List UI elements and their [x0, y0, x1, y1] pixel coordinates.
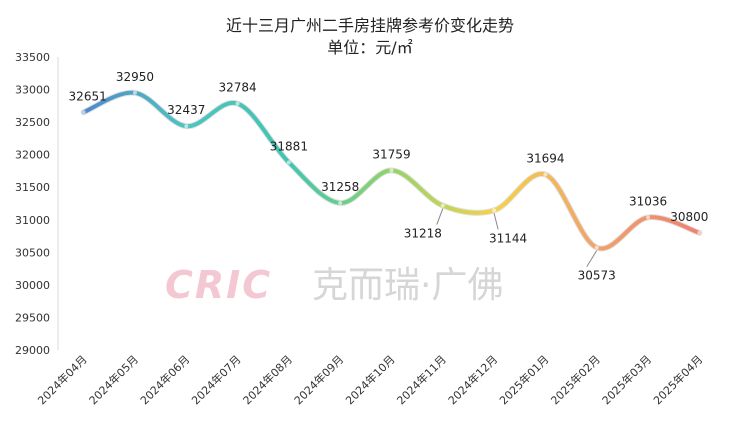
- data-label: 32651: [69, 89, 107, 103]
- series-line: [80, 89, 703, 252]
- data-label: 32950: [116, 70, 154, 84]
- y-tick-label: 32500: [15, 116, 50, 129]
- data-label: 32437: [167, 103, 205, 117]
- label-leader-lines: [436, 208, 598, 267]
- data-point: [132, 90, 137, 95]
- y-tick-label: 31500: [15, 181, 50, 194]
- y-tick-label: 30000: [15, 279, 50, 292]
- data-label: 31144: [489, 231, 527, 245]
- label-leader-line: [586, 250, 598, 267]
- data-label: 31258: [321, 180, 359, 194]
- data-label: 31881: [270, 139, 308, 153]
- y-axis: 29000 29500 30000 30500 31000 31500 32000 32500…: [15, 51, 50, 357]
- y-tick-label: 33000: [15, 84, 50, 97]
- data-point: [440, 203, 445, 208]
- x-axis: 2024年04月2024年05月2024年06月2024年07月2024年08月…: [35, 352, 706, 407]
- data-point: [492, 208, 497, 213]
- data-point: [697, 230, 702, 235]
- data-point: [235, 101, 240, 106]
- watermark: CRIC 克而瑞·广佛: [165, 263, 503, 307]
- x-tick-label: 2024年05月: [86, 352, 141, 407]
- data-label: 32784: [218, 81, 256, 95]
- data-point: [184, 124, 189, 129]
- label-leader-line: [436, 208, 444, 225]
- x-tick-label: 2025年01月: [496, 352, 551, 407]
- label-leader-line: [493, 213, 499, 230]
- x-tick-label: 2024年06月: [137, 352, 192, 407]
- data-point: [286, 160, 291, 165]
- x-tick-label: 2024年11月: [394, 352, 449, 407]
- data-label: 31759: [372, 147, 410, 161]
- y-tick-label: 30500: [15, 246, 50, 259]
- x-tick-label: 2024年12月: [445, 352, 500, 407]
- data-label: 30800: [670, 210, 708, 224]
- data-label: 31218: [404, 227, 442, 241]
- y-tick-label: 33500: [15, 51, 50, 64]
- x-tick-label: 2024年07月: [189, 352, 244, 407]
- data-label: 31036: [629, 194, 667, 208]
- watermark-logo-letters: CRIC: [165, 263, 272, 307]
- data-point: [594, 245, 599, 250]
- data-point: [81, 110, 86, 115]
- x-tick-label: 2025年04月: [650, 352, 705, 407]
- data-point: [338, 200, 343, 205]
- x-tick-label: 2024年04月: [35, 352, 90, 407]
- x-tick-label: 2025年03月: [599, 352, 654, 407]
- data-point: [543, 172, 548, 177]
- data-point: [389, 168, 394, 173]
- x-tick-label: 2024年10月: [342, 352, 397, 407]
- data-label: 31694: [526, 152, 564, 166]
- y-tick-label: 31000: [15, 214, 50, 227]
- y-tick-label: 29500: [15, 311, 50, 324]
- x-tick-label: 2024年08月: [240, 352, 295, 407]
- x-tick-label: 2024年09月: [291, 352, 346, 407]
- x-tick-label: 2025年02月: [548, 352, 603, 407]
- data-point: [646, 215, 651, 220]
- chart-title: 近十三月广州二手房挂牌参考价变化走势: [225, 16, 514, 35]
- watermark-text: 克而瑞·广佛: [312, 265, 503, 306]
- chart-subtitle: 单位：元/㎡: [327, 38, 413, 57]
- data-label: 30573: [578, 269, 616, 283]
- data-labels: 32651 32950 32437 32784 31881 31258 31759 31218…: [69, 70, 709, 283]
- y-tick-label: 32000: [15, 149, 50, 162]
- y-tick-label: 29000: [15, 344, 50, 357]
